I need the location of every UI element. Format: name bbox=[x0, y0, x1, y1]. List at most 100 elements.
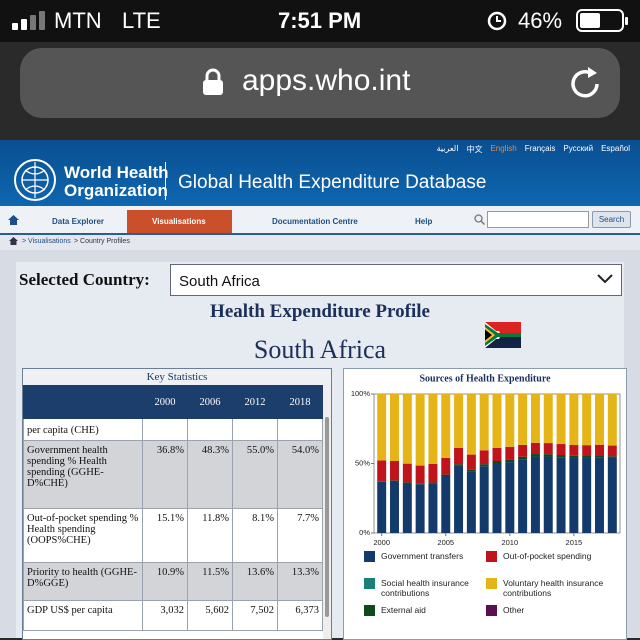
reload-icon[interactable] bbox=[568, 64, 604, 102]
search-icon bbox=[474, 214, 485, 225]
x-tick-label: 2015 bbox=[566, 538, 583, 547]
row-label: Out-of-pocket spending % Health spending… bbox=[24, 509, 143, 563]
table-cell: 7.7% bbox=[278, 509, 323, 563]
bar-segment bbox=[416, 394, 425, 466]
table-cell: 10.9% bbox=[143, 563, 188, 601]
legend-item: External aid bbox=[364, 605, 486, 632]
status-bar: MTN LTE 7:51 PM 46% bbox=[0, 0, 640, 42]
bar-segment bbox=[428, 483, 437, 484]
selected-country: South Africa bbox=[179, 273, 260, 290]
table-row: Government health spending % Health spen… bbox=[24, 441, 323, 509]
legend-label: Voluntary health insurance contributions bbox=[503, 578, 616, 598]
country-select[interactable]: South Africa bbox=[170, 264, 622, 296]
y-tick-label: 0% bbox=[359, 528, 370, 537]
language-link[interactable]: Français bbox=[525, 144, 556, 155]
bar-segment bbox=[480, 464, 489, 466]
bar-segment bbox=[480, 450, 489, 464]
bar-segment bbox=[377, 394, 386, 460]
profile-country: South Africa bbox=[0, 335, 640, 365]
bar-segment bbox=[390, 461, 399, 480]
nav-item[interactable]: Data Explorer bbox=[52, 217, 104, 226]
bar-segment bbox=[377, 460, 386, 481]
bar-segment bbox=[557, 394, 566, 444]
bar-segment bbox=[505, 447, 514, 460]
language-link[interactable]: 中文 bbox=[466, 144, 482, 155]
nav-item[interactable]: Documentation Centre bbox=[272, 217, 358, 226]
table-cell: 3,032 bbox=[143, 601, 188, 631]
table-row: Out-of-pocket spending % Health spending… bbox=[24, 509, 323, 563]
org-name: World Health Organization bbox=[64, 164, 169, 200]
nav-item[interactable]: Visualisations bbox=[152, 217, 206, 226]
table-cell: 15.1% bbox=[143, 509, 188, 563]
signal-icon bbox=[12, 11, 48, 31]
legend-swatch bbox=[486, 551, 497, 562]
column-header: 2006 bbox=[188, 386, 233, 419]
bar-segment bbox=[518, 457, 527, 460]
bar-segment bbox=[608, 446, 617, 457]
table-cell: 6,373 bbox=[278, 601, 323, 631]
home-icon[interactable] bbox=[8, 215, 19, 225]
bar-segment bbox=[493, 461, 502, 464]
language-link[interactable]: Русский bbox=[563, 144, 593, 155]
chart-title: Sources of Health Expenditure bbox=[419, 373, 551, 384]
row-label: per capita (CHE) bbox=[24, 419, 143, 441]
legend-swatch bbox=[364, 578, 375, 589]
bar-segment bbox=[441, 475, 450, 476]
bar-segment bbox=[454, 394, 463, 448]
home-icon[interactable] bbox=[9, 237, 18, 245]
bar-segment bbox=[582, 394, 591, 445]
search-input[interactable] bbox=[487, 211, 589, 228]
header-cell bbox=[24, 386, 143, 419]
bar-segment bbox=[544, 394, 553, 443]
org-line: World Health bbox=[64, 164, 169, 182]
row-label: Government health spending % Health spen… bbox=[24, 441, 143, 509]
chart-panel: Sources of Health Expenditure 0%50%100%2… bbox=[343, 368, 627, 640]
language-link[interactable]: English bbox=[490, 144, 516, 155]
x-tick-label: 2010 bbox=[501, 538, 518, 547]
bar-segment bbox=[531, 454, 540, 457]
bar-segment bbox=[505, 462, 514, 533]
bar-segment bbox=[428, 484, 437, 533]
bar-segment bbox=[518, 459, 527, 533]
bar-segment bbox=[403, 483, 412, 533]
table-cell: 13.3% bbox=[278, 563, 323, 601]
bar-segment bbox=[390, 481, 399, 533]
table-cell: 11.8% bbox=[188, 509, 233, 563]
carrier: MTN bbox=[54, 8, 102, 34]
table-cell: 48.3% bbox=[188, 441, 233, 509]
bar-segment bbox=[441, 458, 450, 475]
column-header: 2000 bbox=[143, 386, 188, 419]
language-link[interactable]: Español bbox=[601, 144, 630, 155]
bar-segment bbox=[518, 394, 527, 445]
legend-swatch bbox=[486, 578, 497, 589]
chart: Sources of Health Expenditure 0%50%100%2… bbox=[344, 369, 626, 549]
legend-swatch bbox=[364, 605, 375, 616]
bar-segment bbox=[493, 448, 502, 461]
bar-segment bbox=[544, 443, 553, 454]
bar-segment bbox=[454, 448, 463, 464]
search-button[interactable]: Search bbox=[592, 211, 631, 228]
scrollbar-thumb[interactable] bbox=[325, 417, 329, 617]
bar-segment bbox=[493, 394, 502, 448]
lock-icon bbox=[202, 68, 224, 96]
site-header: العربية 中文 English Français Русский Español W… bbox=[0, 140, 640, 206]
bar-segment bbox=[595, 394, 604, 445]
language-link[interactable]: العربية bbox=[437, 144, 459, 155]
bar-segment bbox=[531, 457, 540, 533]
table-cell: 55.0% bbox=[233, 441, 278, 509]
table-row: per capita (CHE) bbox=[24, 419, 323, 441]
bar-segment bbox=[416, 466, 425, 484]
breadcrumb: > Visualisations > Country Profiles bbox=[0, 235, 640, 250]
time: 7:51 PM bbox=[278, 8, 361, 34]
bar-segment bbox=[544, 454, 553, 456]
breadcrumb-link[interactable]: > Visualisations bbox=[22, 238, 71, 245]
nav-item[interactable]: Help bbox=[415, 217, 432, 226]
dropdown-arrow bbox=[597, 274, 613, 284]
bar-segment bbox=[531, 394, 540, 443]
bar-segment bbox=[403, 482, 412, 483]
legend-label: Other bbox=[503, 605, 524, 615]
y-tick-label: 50% bbox=[355, 458, 370, 467]
address-bar[interactable]: apps.who.int bbox=[20, 48, 620, 118]
